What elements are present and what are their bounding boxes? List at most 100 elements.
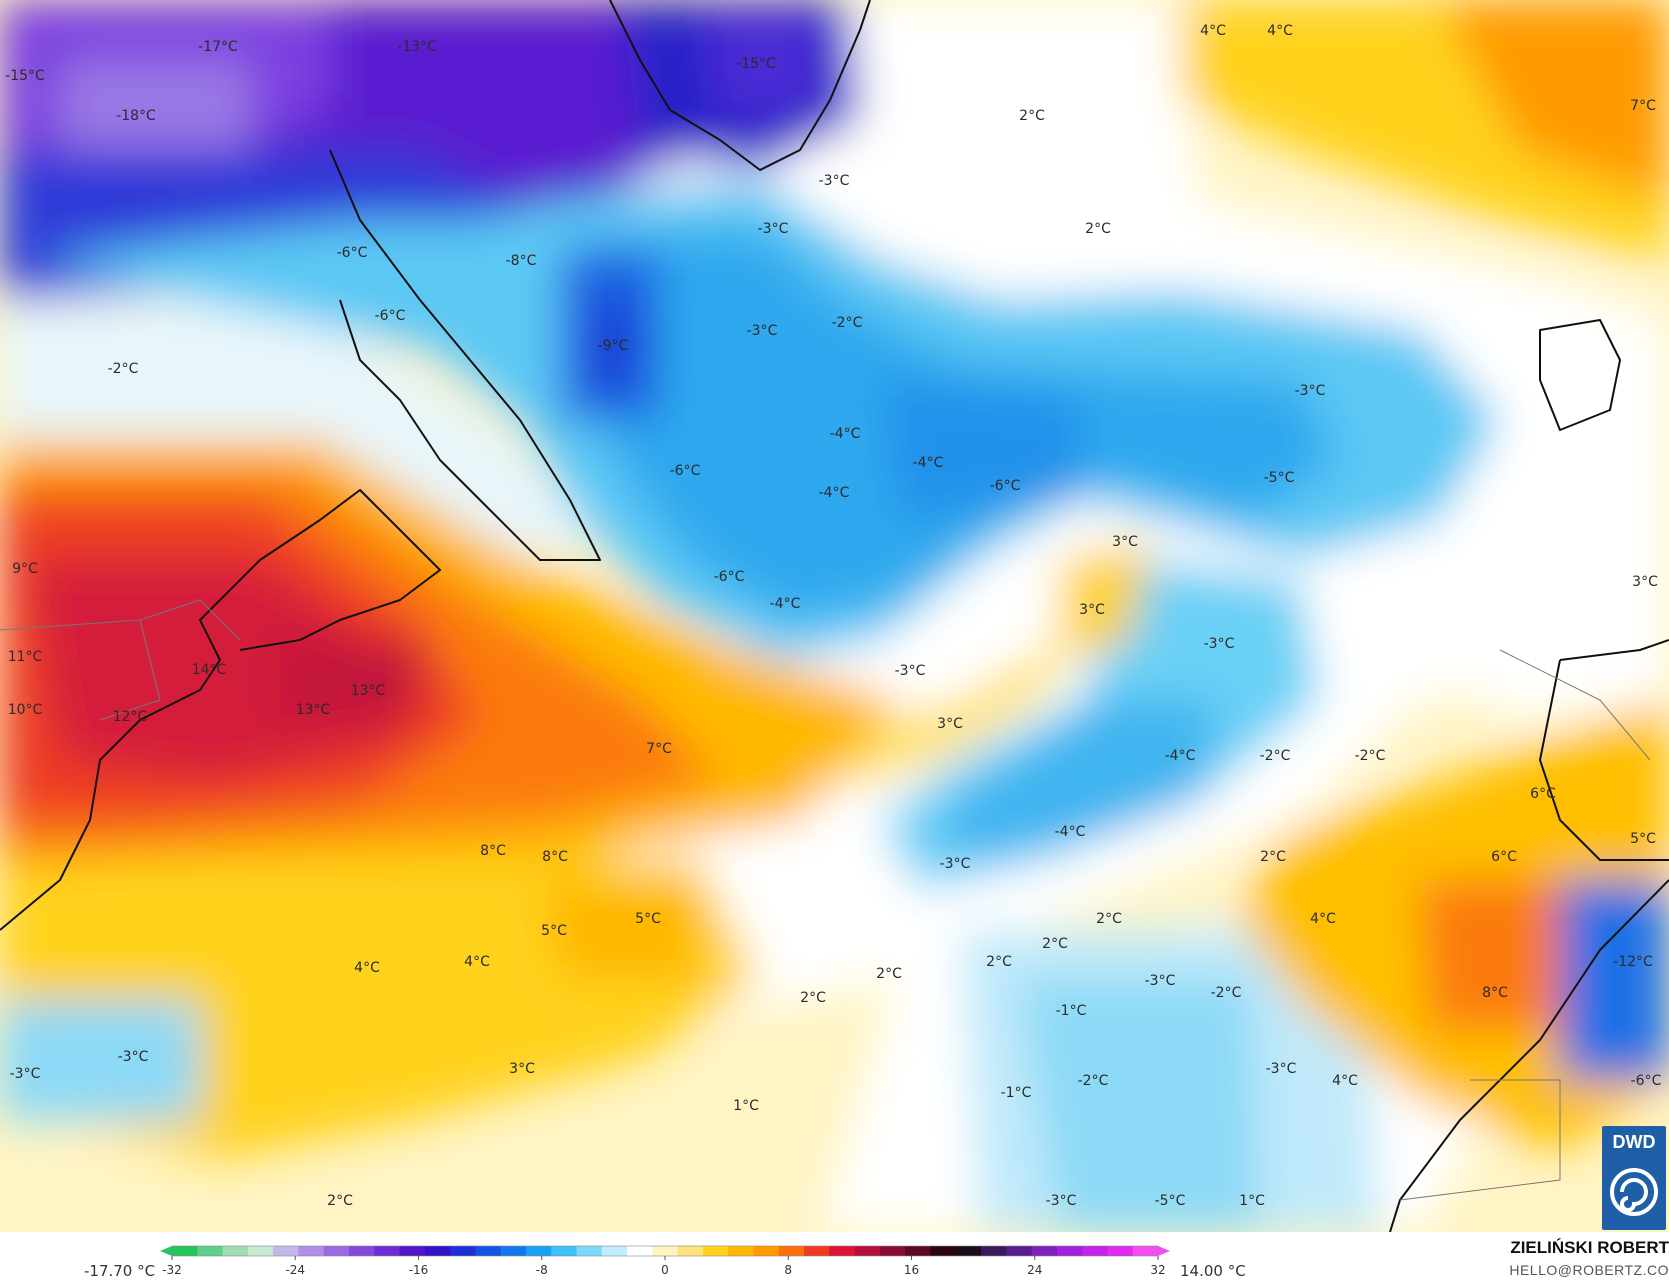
temperature-label: -3°C <box>819 173 850 189</box>
temperature-label: 3°C <box>1632 574 1658 590</box>
temperature-label: -6°C <box>714 569 745 585</box>
temperature-label: 14°C <box>192 662 227 678</box>
temperature-label: -1°C <box>1001 1085 1032 1101</box>
max-temperature-label: 14.00 °C <box>1180 1262 1246 1280</box>
temperature-label: -9°C <box>598 338 629 354</box>
scale-cell <box>323 1246 350 1256</box>
scale-cell <box>854 1246 881 1256</box>
temperature-label: -18°C <box>116 108 156 124</box>
temperature-label: -6°C <box>670 463 701 479</box>
temperature-label: 2°C <box>800 990 826 1006</box>
scale-cell <box>172 1246 198 1256</box>
scale-cell <box>677 1246 704 1256</box>
dwd-logo: DWD <box>1602 1126 1666 1230</box>
scale-tick-label: 24 <box>1027 1263 1042 1277</box>
temperature-label: 3°C <box>1112 534 1138 550</box>
dwd-logo-text: DWD <box>1612 1132 1656 1152</box>
temperature-label: -2°C <box>108 361 139 377</box>
temperature-label: 8°C <box>542 849 568 865</box>
temperature-label: -3°C <box>758 221 789 237</box>
temperature-labels: -15°C -17°C -13°C -18°C -15°C 4°C 4°C 2°C 7°C -3°… <box>5 23 1661 1209</box>
labrador-coast <box>329 149 601 561</box>
scale-tick-label: 16 <box>904 1263 919 1277</box>
scale-cell <box>348 1246 375 1256</box>
temperature-label: 3°C <box>937 716 963 732</box>
scale-cell <box>475 1246 502 1256</box>
temperature-label: -3°C <box>1204 636 1235 652</box>
temperature-label: 4°C <box>464 954 490 970</box>
temperature-label: -4°C <box>819 485 850 501</box>
scale-cell <box>1107 1246 1134 1256</box>
scale-tick-label: -8 <box>536 1263 548 1277</box>
temperature-label: -2°C <box>1355 748 1386 764</box>
temperature-label: 4°C <box>1332 1073 1358 1089</box>
temperature-label: -6°C <box>990 478 1021 494</box>
scale-cell <box>197 1246 224 1256</box>
temperature-label: 5°C <box>541 923 567 939</box>
temperature-label: 11°C <box>8 649 43 665</box>
temperature-label: -2°C <box>832 315 863 331</box>
temperature-label: 2°C <box>1260 849 1286 865</box>
us-east-coast <box>0 489 441 931</box>
scale-cell <box>601 1246 628 1256</box>
scale-arrow-left <box>160 1246 172 1256</box>
temperature-label: -2°C <box>1260 748 1291 764</box>
scale-cell <box>424 1246 451 1256</box>
temperature-label: -6°C <box>337 245 368 261</box>
temperature-label: -5°C <box>1264 470 1295 486</box>
scale-cell <box>829 1246 856 1256</box>
temperature-label: -15°C <box>5 68 45 84</box>
scale-cell <box>728 1246 754 1256</box>
temperature-label: 2°C <box>986 954 1012 970</box>
temperature-label: -3°C <box>1046 1193 1077 1209</box>
temperature-label: -4°C <box>1165 748 1196 764</box>
author-email: HELLO@ROBERTZ.CO <box>1509 1262 1669 1278</box>
temperature-label: 1°C <box>1239 1193 1265 1209</box>
temperature-label: -3°C <box>940 856 971 872</box>
temperature-label: 12°C <box>113 709 148 725</box>
temperature-label: -4°C <box>913 455 944 471</box>
temperature-label: -3°C <box>118 1049 149 1065</box>
scale-cell <box>879 1246 906 1256</box>
scale-cell <box>298 1246 325 1256</box>
scale-cell <box>753 1246 780 1256</box>
scale-cell <box>1031 1246 1058 1256</box>
temperature-label: 2°C <box>327 1193 353 1209</box>
temperature-label: 6°C <box>1491 849 1517 865</box>
temperature-label: -3°C <box>1266 1061 1297 1077</box>
temperature-label: 10°C <box>8 702 43 718</box>
scale-cell <box>374 1246 401 1256</box>
temperature-label: 5°C <box>635 911 661 927</box>
temperature-label: -3°C <box>747 323 778 339</box>
temperature-label: 2°C <box>1085 221 1111 237</box>
temperature-label: 6°C <box>1530 786 1556 802</box>
scale-cell <box>981 1246 1007 1256</box>
temperature-label: 2°C <box>876 966 902 982</box>
temperature-label: -2°C <box>1211 985 1242 1001</box>
temperature-field: -15°C -17°C -13°C -18°C -15°C 4°C 4°C 2°C 7°C -3°… <box>0 0 1669 1232</box>
temperature-label: 9°C <box>12 561 38 577</box>
scale-cell <box>576 1246 603 1256</box>
scale-cell <box>1132 1246 1159 1256</box>
temperature-label: 1°C <box>733 1098 759 1114</box>
temperature-label: 4°C <box>1267 23 1293 39</box>
scale-tick-label: 8 <box>784 1263 792 1277</box>
scale-cell <box>702 1246 729 1256</box>
temperature-label: 2°C <box>1019 108 1045 124</box>
color-scale: -32 -24 -16 -8 0 8 16 24 32 <box>160 1245 1170 1277</box>
scale-cell <box>1082 1246 1108 1256</box>
scale-tick-label: -24 <box>285 1263 305 1277</box>
scale-cell <box>905 1246 931 1256</box>
temperature-label: -17°C <box>198 39 238 55</box>
scale-tick-label: -16 <box>409 1263 429 1277</box>
min-temperature-label: -17.70 °C <box>84 1262 156 1280</box>
temperature-label: -15°C <box>736 56 776 72</box>
swirl-icon <box>1610 1168 1658 1216</box>
scale-cell <box>500 1246 527 1256</box>
temperature-label: -3°C <box>10 1066 41 1082</box>
temperature-label: -3°C <box>1295 383 1326 399</box>
legend-footer: -17.70 °C -32 -24 -16 -8 0 8 16 24 32 14.00 °C Z… <box>0 1232 1669 1287</box>
scale-cell <box>627 1246 653 1256</box>
temperature-label: 4°C <box>354 960 380 976</box>
temperature-label: 7°C <box>1630 98 1656 114</box>
